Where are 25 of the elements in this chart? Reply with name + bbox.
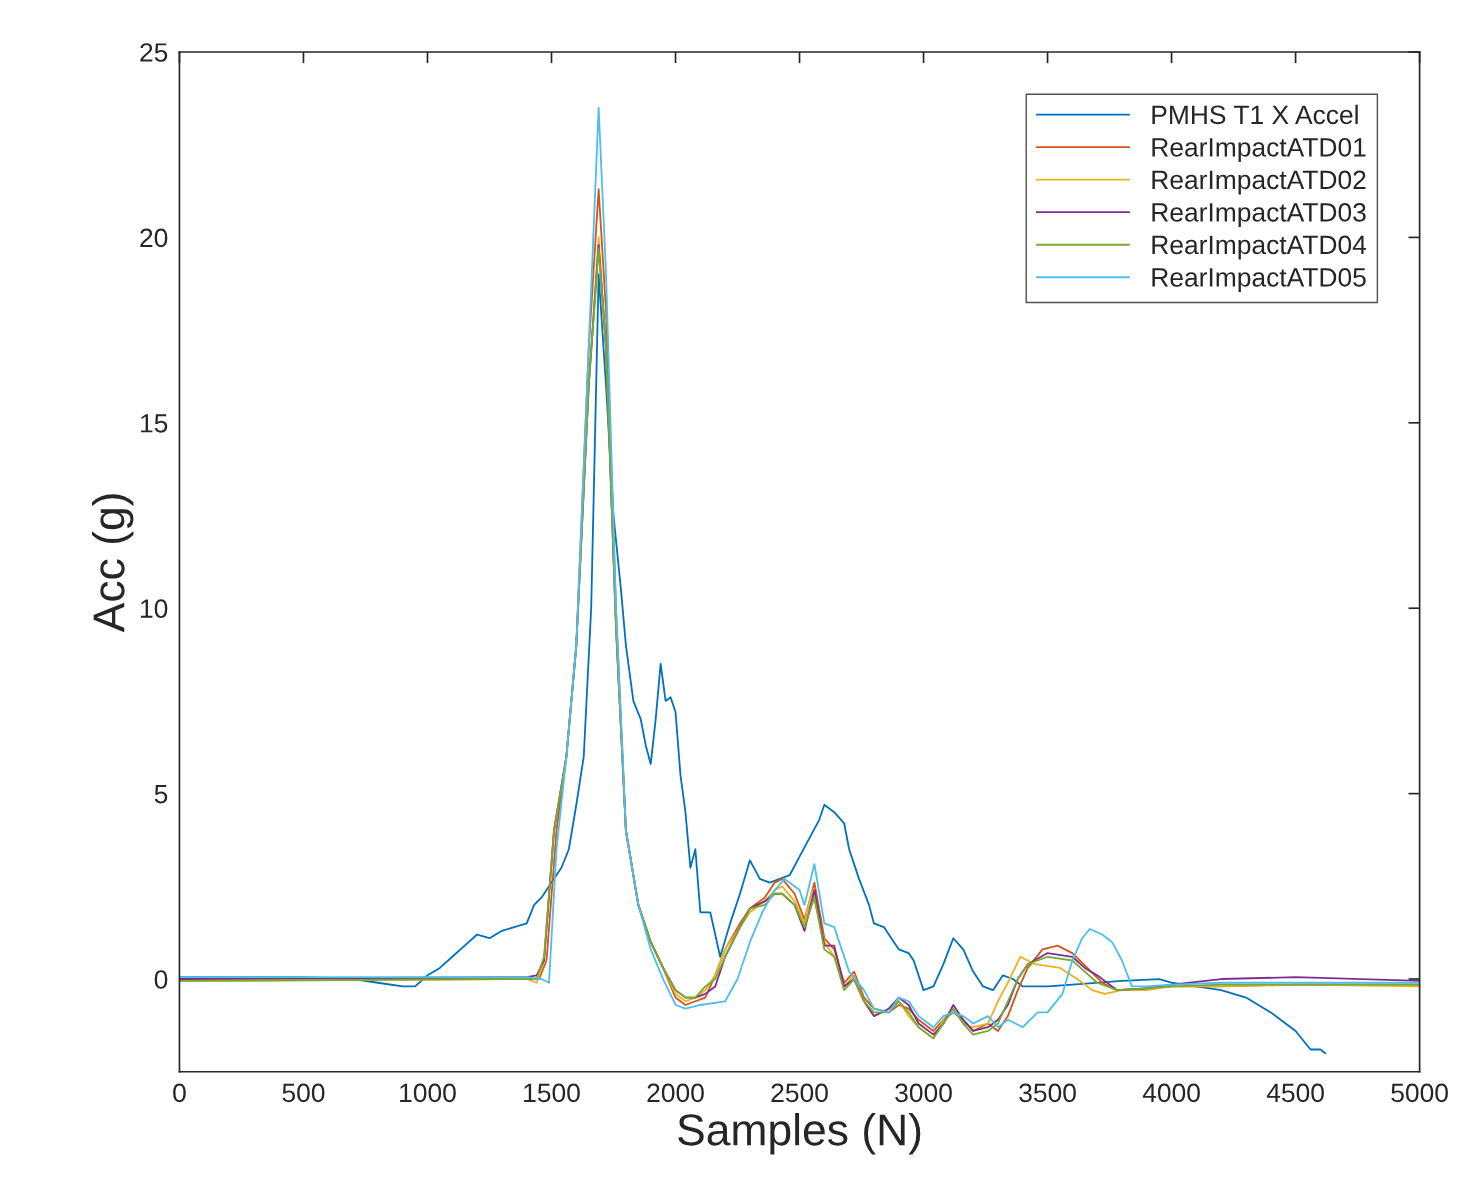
y-tick-label: 25 xyxy=(140,43,168,62)
x-tick-label: 2000 xyxy=(647,1083,704,1103)
legend-label: PMHS T1 X Accel xyxy=(1152,104,1358,125)
legend-label: RearImpactATD03 xyxy=(1152,203,1366,227)
y-tick-label: 5 xyxy=(154,785,168,804)
legend-label: RearImpactATD05 xyxy=(1152,268,1366,292)
y-axis-title: Acc (g) xyxy=(92,494,134,633)
x-tick-label: 1500 xyxy=(524,1083,580,1103)
x-tick-label: 3000 xyxy=(895,1083,952,1103)
x-axis-title: Samples (N) xyxy=(678,1113,921,1155)
x-tick-label: 0 xyxy=(173,1083,186,1103)
x-tick-label: 4500 xyxy=(1266,1083,1324,1103)
x-tick-label: 3500 xyxy=(1019,1083,1076,1103)
legend-label: RearImpactATD04 xyxy=(1152,235,1367,260)
y-tick-label: 15 xyxy=(141,414,168,433)
x-tick-label: 1000 xyxy=(400,1083,456,1103)
y-tick-label: 10 xyxy=(141,599,168,619)
legend-label: RearImpactATD01 xyxy=(1152,137,1366,162)
legend-label: RearImpactATD02 xyxy=(1152,170,1366,195)
y-tick-label: 0 xyxy=(154,970,168,989)
x-tick-label: 5000 xyxy=(1391,1083,1448,1103)
x-tick-label: 2500 xyxy=(771,1083,828,1103)
x-tick-label: 500 xyxy=(282,1083,325,1103)
x-tick-label: 4000 xyxy=(1142,1083,1200,1103)
y-tick-label: 20 xyxy=(140,228,168,248)
